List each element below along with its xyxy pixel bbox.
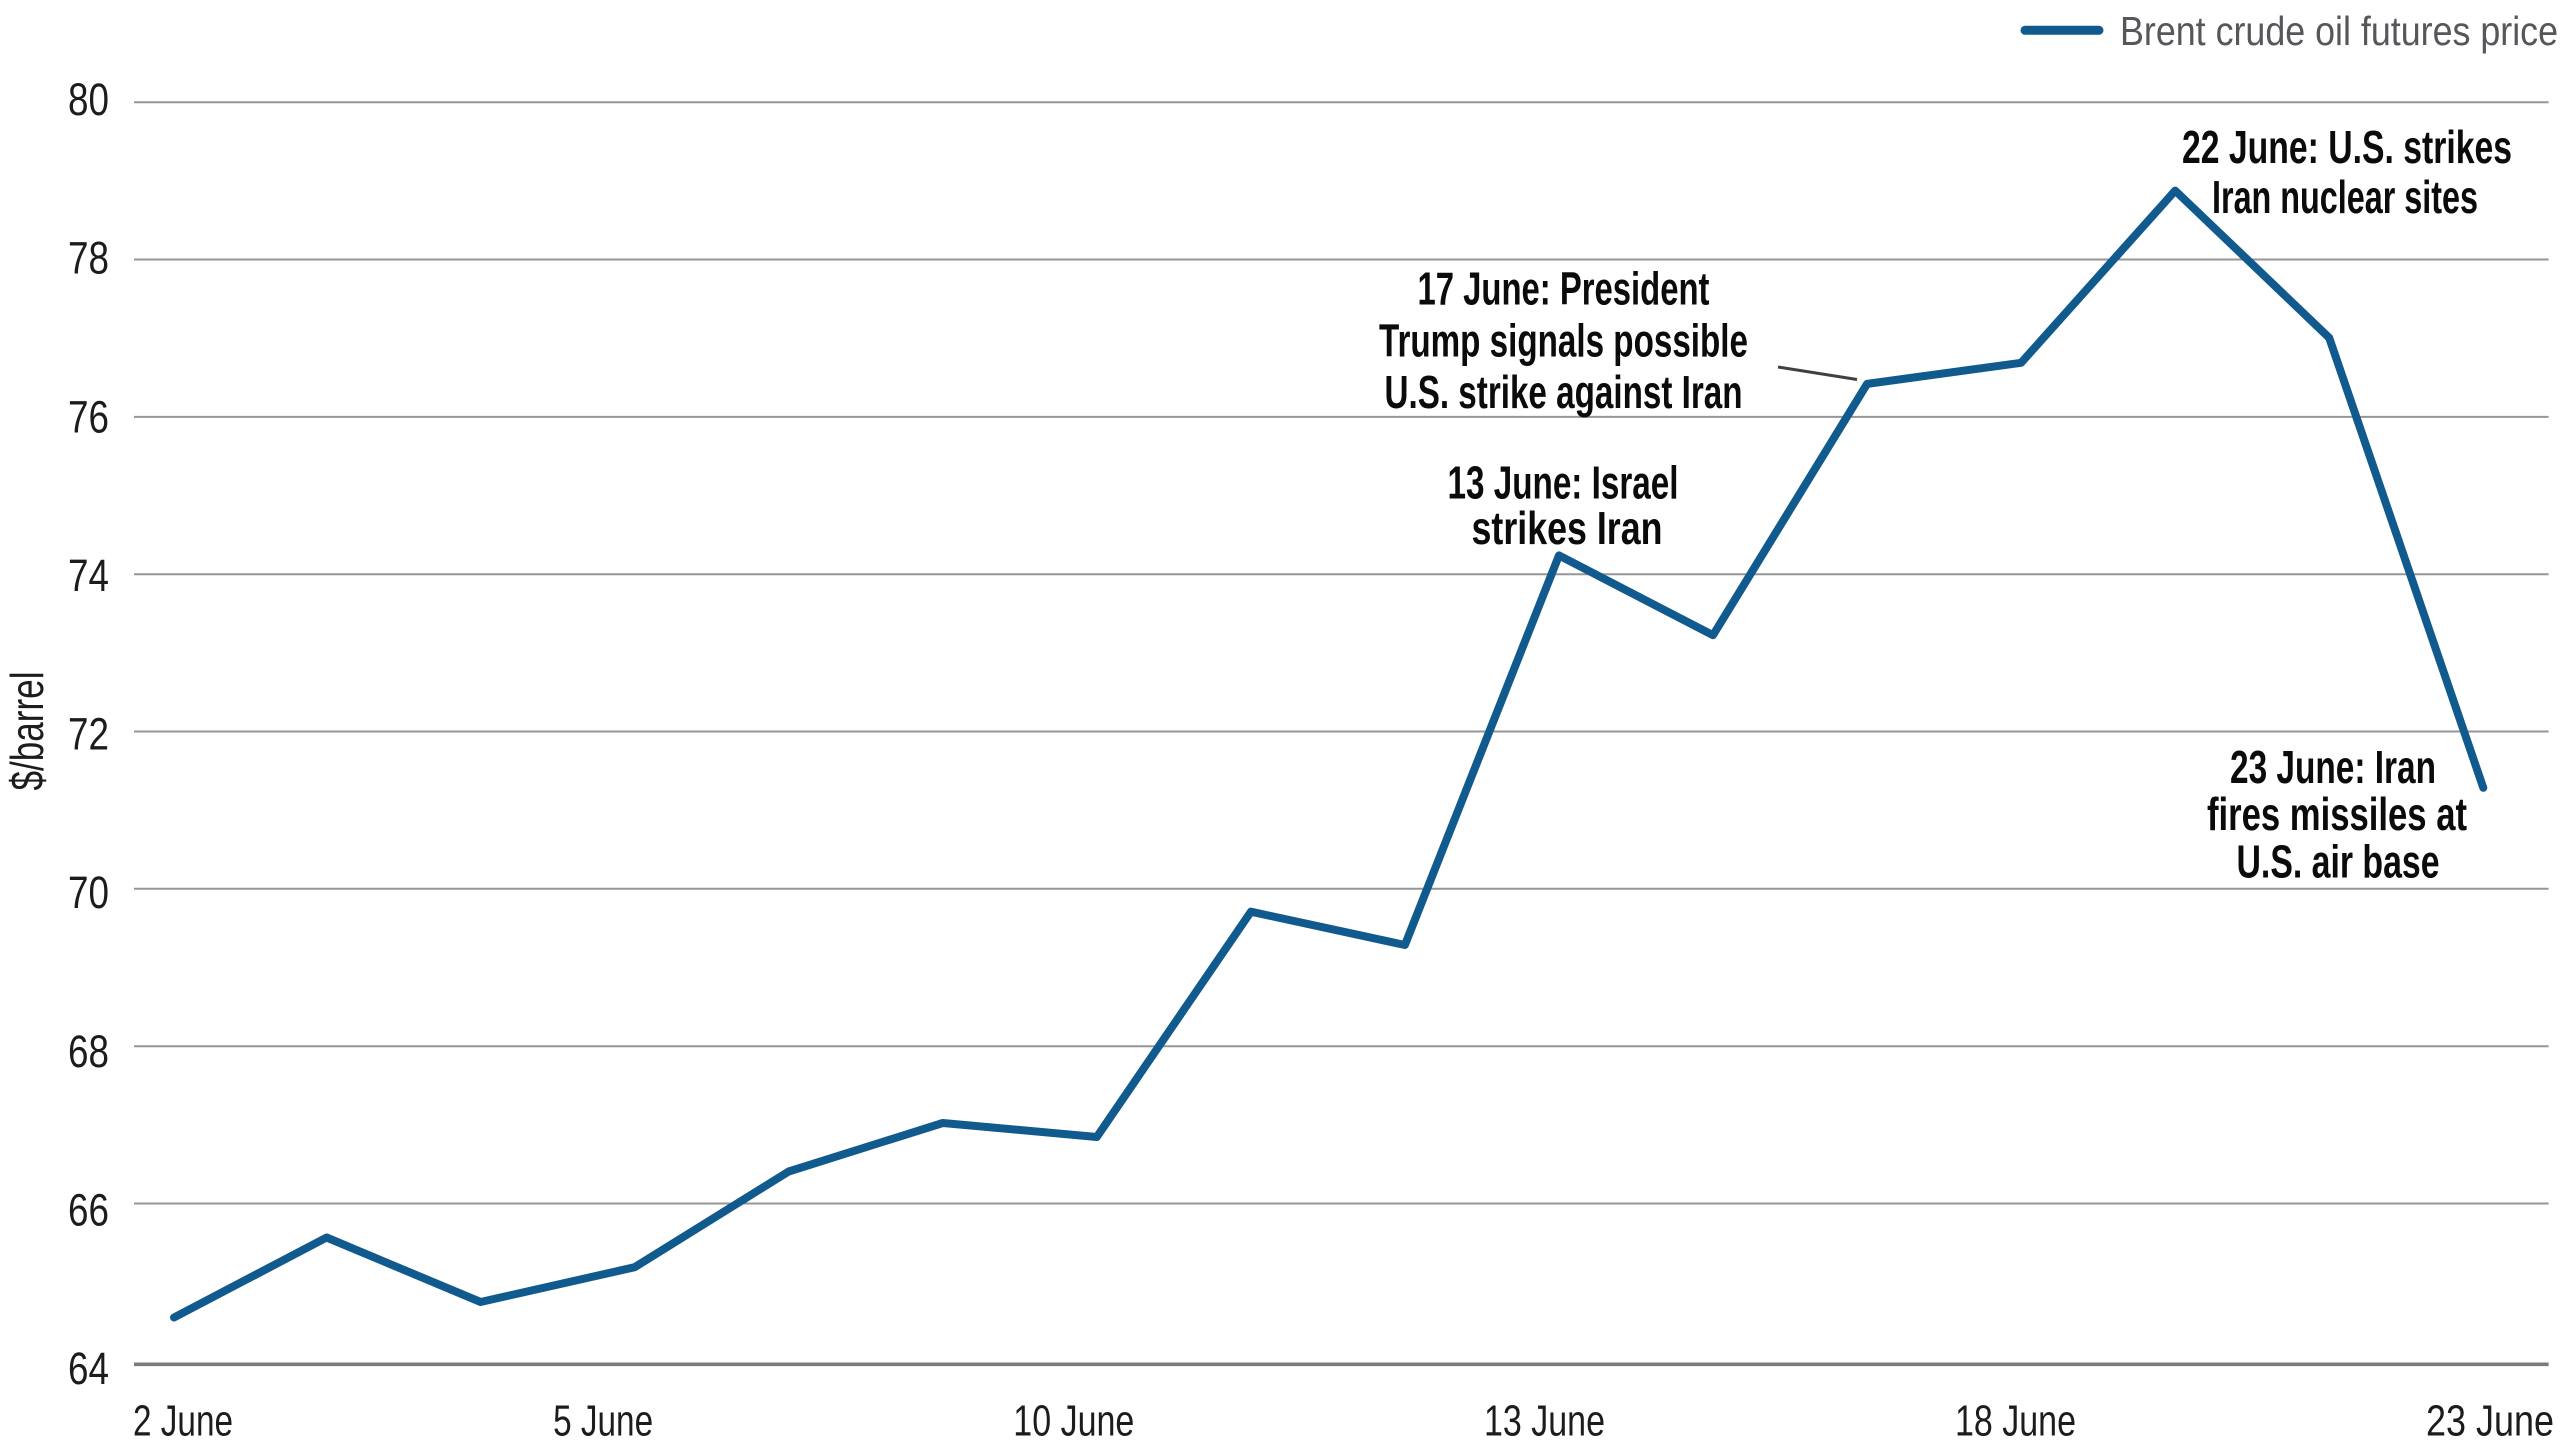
svg-text:80: 80: [68, 74, 109, 125]
svg-text:64: 64: [68, 1343, 109, 1394]
svg-text:13 June: 13 June: [1484, 1397, 1605, 1440]
svg-text:Iran nuclear sites: Iran nuclear sites: [2212, 171, 2478, 223]
svg-text:U.S. strike against Iran: U.S. strike against Iran: [1385, 366, 1743, 418]
svg-text:66: 66: [68, 1185, 109, 1236]
svg-text:2 June: 2 June: [133, 1397, 233, 1440]
svg-text:strikes Iran: strikes Iran: [1472, 502, 1663, 554]
svg-text:Brent crude oil futures price: Brent crude oil futures price: [2120, 8, 2558, 54]
svg-text:18 June: 18 June: [1955, 1397, 2076, 1440]
svg-text:10 June: 10 June: [1013, 1397, 1134, 1440]
svg-text:78: 78: [68, 233, 109, 284]
svg-text:70: 70: [68, 867, 109, 918]
svg-text:fires missiles at: fires missiles at: [2207, 788, 2467, 840]
svg-text:5 June: 5 June: [553, 1397, 653, 1440]
svg-text:17 June: President: 17 June: President: [1418, 263, 1710, 315]
svg-text:23 June: Iran: 23 June: Iran: [2230, 741, 2436, 793]
svg-text:U.S. air base: U.S. air base: [2237, 835, 2440, 887]
svg-text:68: 68: [68, 1026, 109, 1077]
svg-text:Trump signals possible: Trump signals possible: [1379, 315, 1748, 367]
svg-text:$/barrel: $/barrel: [1, 672, 53, 791]
svg-text:23 June: 23 June: [2426, 1397, 2554, 1440]
svg-text:22 June: U.S. strikes: 22 June: U.S. strikes: [2182, 121, 2512, 173]
svg-text:74: 74: [68, 550, 109, 601]
svg-text:76: 76: [68, 391, 109, 442]
svg-text:13 June: Israel: 13 June: Israel: [1448, 457, 1679, 509]
svg-text:72: 72: [68, 709, 109, 760]
